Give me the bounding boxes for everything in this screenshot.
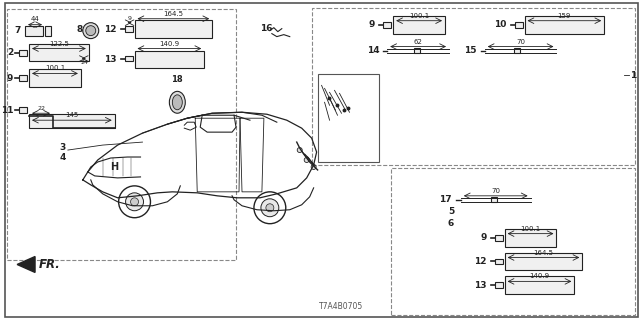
- Text: 44: 44: [31, 16, 40, 22]
- Circle shape: [304, 157, 309, 163]
- Text: 6: 6: [448, 219, 454, 228]
- Bar: [19, 107, 27, 113]
- Text: 13: 13: [104, 55, 116, 64]
- Bar: [134, 51, 204, 68]
- Text: 24: 24: [81, 60, 89, 66]
- Bar: [505, 276, 574, 294]
- Text: 11: 11: [1, 106, 13, 115]
- Text: 2: 2: [7, 48, 13, 57]
- Text: 100.1: 100.1: [520, 226, 541, 232]
- Text: 140.9: 140.9: [159, 41, 179, 47]
- Bar: [29, 114, 115, 128]
- Circle shape: [311, 164, 316, 170]
- Text: 100.1: 100.1: [409, 13, 429, 19]
- Bar: [29, 44, 89, 61]
- Text: 15: 15: [465, 46, 477, 55]
- Text: 70: 70: [492, 188, 500, 194]
- Bar: [125, 26, 132, 32]
- Circle shape: [297, 148, 302, 153]
- Polygon shape: [17, 257, 35, 272]
- Text: 140.9: 140.9: [529, 273, 550, 279]
- Text: T7A4B0705: T7A4B0705: [319, 302, 364, 311]
- Bar: [29, 69, 81, 87]
- Circle shape: [118, 186, 150, 218]
- Circle shape: [83, 23, 99, 39]
- Text: 17: 17: [439, 195, 452, 204]
- Text: 164.5: 164.5: [163, 11, 183, 17]
- Bar: [125, 56, 132, 61]
- Bar: [391, 168, 635, 315]
- Bar: [7, 9, 236, 260]
- Bar: [505, 252, 582, 270]
- Text: 70: 70: [516, 39, 525, 44]
- Text: 62: 62: [413, 39, 422, 44]
- Bar: [495, 235, 502, 241]
- Circle shape: [261, 199, 279, 217]
- Bar: [383, 22, 391, 28]
- Text: FR.: FR.: [39, 258, 61, 271]
- Bar: [19, 50, 27, 56]
- Text: 1: 1: [630, 71, 636, 80]
- Text: 18: 18: [172, 76, 183, 84]
- Text: 13: 13: [474, 281, 487, 290]
- Text: 3: 3: [60, 143, 66, 152]
- Bar: [25, 26, 43, 36]
- Bar: [525, 16, 604, 34]
- Text: 16: 16: [260, 24, 273, 33]
- Circle shape: [86, 26, 96, 36]
- Bar: [134, 20, 212, 38]
- Ellipse shape: [172, 95, 182, 110]
- Bar: [414, 48, 420, 53]
- Text: 12: 12: [104, 25, 116, 34]
- Ellipse shape: [170, 91, 186, 113]
- Text: 145: 145: [65, 112, 79, 118]
- Text: 122.5: 122.5: [49, 41, 69, 47]
- Text: 22: 22: [37, 106, 45, 111]
- Bar: [515, 22, 523, 28]
- Circle shape: [266, 204, 274, 212]
- Bar: [312, 8, 635, 165]
- Text: 9: 9: [127, 16, 132, 21]
- Text: H: H: [111, 162, 118, 172]
- Text: 9: 9: [481, 233, 487, 242]
- Bar: [19, 76, 27, 81]
- Text: 4: 4: [60, 153, 66, 162]
- Circle shape: [254, 192, 286, 224]
- Text: 8: 8: [77, 25, 83, 34]
- Bar: [505, 229, 556, 247]
- Text: 10: 10: [494, 20, 507, 29]
- Bar: [317, 75, 380, 162]
- Text: 164.5: 164.5: [534, 250, 554, 255]
- Text: 9: 9: [369, 20, 375, 29]
- Bar: [514, 48, 520, 53]
- Text: 9: 9: [7, 74, 13, 83]
- Bar: [495, 282, 502, 288]
- Text: 159: 159: [557, 13, 571, 19]
- Bar: [495, 259, 502, 264]
- Text: 12: 12: [474, 257, 487, 266]
- Bar: [45, 26, 51, 36]
- Circle shape: [131, 198, 138, 206]
- Circle shape: [125, 193, 143, 211]
- Text: 100.1: 100.1: [45, 66, 65, 71]
- Bar: [393, 16, 445, 34]
- Text: 5: 5: [448, 207, 454, 216]
- Text: 7: 7: [15, 26, 21, 35]
- Bar: [491, 197, 497, 202]
- Text: 14: 14: [367, 46, 380, 55]
